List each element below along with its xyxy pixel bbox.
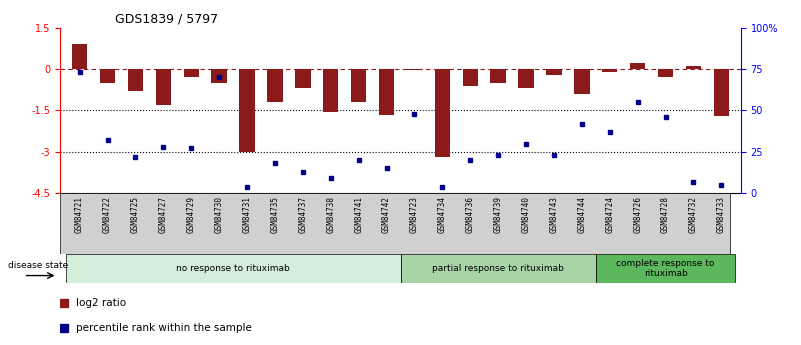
Text: GSM84735: GSM84735 <box>271 196 280 233</box>
Bar <box>400 254 596 283</box>
Bar <box>155 69 171 105</box>
Text: partial response to rituximab: partial response to rituximab <box>433 264 564 273</box>
Bar <box>268 69 283 102</box>
Text: GSM84738: GSM84738 <box>326 196 336 233</box>
Bar <box>66 254 400 283</box>
Bar <box>435 69 450 157</box>
Text: GSM84743: GSM84743 <box>549 196 558 233</box>
Text: GSM84730: GSM84730 <box>215 196 223 233</box>
Bar <box>295 69 311 88</box>
Bar <box>463 69 478 86</box>
Bar <box>127 69 143 91</box>
Bar <box>379 69 394 115</box>
Bar <box>546 69 562 75</box>
Bar <box>574 69 590 94</box>
Text: percentile rank within the sample: percentile rank within the sample <box>76 324 252 333</box>
Text: GSM84742: GSM84742 <box>382 196 391 233</box>
Text: GSM84737: GSM84737 <box>298 196 308 233</box>
Bar <box>211 69 227 83</box>
Text: no response to rituximab: no response to rituximab <box>176 264 290 273</box>
Bar <box>100 69 115 83</box>
Text: GDS1839 / 5797: GDS1839 / 5797 <box>115 12 218 25</box>
Text: GSM84736: GSM84736 <box>465 196 475 233</box>
Bar <box>351 69 366 102</box>
Text: complete response to
rituximab: complete response to rituximab <box>617 258 714 278</box>
Bar <box>518 69 533 88</box>
Text: GSM84733: GSM84733 <box>717 196 726 233</box>
Text: GSM84731: GSM84731 <box>243 196 252 233</box>
Text: GSM84726: GSM84726 <box>633 196 642 233</box>
Bar <box>602 69 618 72</box>
Text: log2 ratio: log2 ratio <box>76 298 127 308</box>
Text: GSM84721: GSM84721 <box>75 196 84 233</box>
Text: GSM84728: GSM84728 <box>661 196 670 233</box>
Bar <box>686 66 701 69</box>
Text: GSM84732: GSM84732 <box>689 196 698 233</box>
Text: GSM84729: GSM84729 <box>187 196 195 233</box>
Bar <box>596 254 735 283</box>
Bar <box>239 69 255 152</box>
Bar <box>323 69 338 112</box>
Text: GSM84740: GSM84740 <box>521 196 530 233</box>
Text: GSM84725: GSM84725 <box>131 196 140 233</box>
Text: disease state: disease state <box>8 261 68 270</box>
Text: GSM84723: GSM84723 <box>410 196 419 233</box>
Bar <box>714 69 729 116</box>
Text: GSM84724: GSM84724 <box>606 196 614 233</box>
Text: GSM84739: GSM84739 <box>493 196 503 233</box>
Bar <box>72 44 87 69</box>
Bar <box>658 69 674 77</box>
Bar <box>490 69 506 83</box>
Text: GSM84727: GSM84727 <box>159 196 168 233</box>
Bar <box>183 69 199 77</box>
Text: GSM84734: GSM84734 <box>438 196 447 233</box>
Bar <box>630 63 646 69</box>
Text: GSM84722: GSM84722 <box>103 196 112 233</box>
Text: GSM84741: GSM84741 <box>354 196 363 233</box>
Text: GSM84744: GSM84744 <box>578 196 586 233</box>
Bar <box>407 69 422 70</box>
